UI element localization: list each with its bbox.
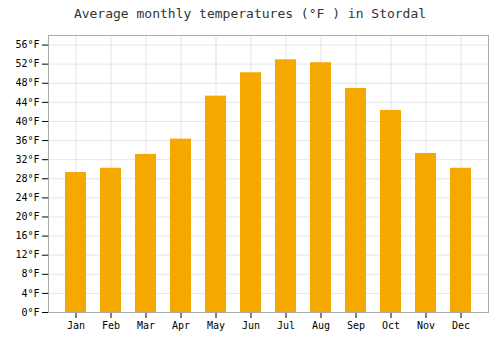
svg-text:40°F: 40°F <box>15 116 39 127</box>
svg-text:Jun: Jun <box>242 320 260 331</box>
svg-text:Aug: Aug <box>312 320 330 331</box>
svg-text:56°F: 56°F <box>15 39 39 50</box>
svg-text:8°F: 8°F <box>21 268 39 279</box>
svg-text:20°F: 20°F <box>15 211 39 222</box>
svg-text:16°F: 16°F <box>15 230 39 241</box>
svg-text:44°F: 44°F <box>15 97 39 108</box>
svg-text:36°F: 36°F <box>15 135 39 146</box>
svg-text:0°F: 0°F <box>21 307 39 318</box>
svg-text:Jul: Jul <box>277 320 295 331</box>
svg-text:Nov: Nov <box>417 320 435 331</box>
svg-text:May: May <box>207 320 225 331</box>
svg-text:Jan: Jan <box>67 320 85 331</box>
svg-text:32°F: 32°F <box>15 154 39 165</box>
svg-text:Feb: Feb <box>102 320 120 331</box>
svg-text:Sep: Sep <box>347 320 365 331</box>
svg-text:Dec: Dec <box>452 320 470 331</box>
svg-text:Apr: Apr <box>172 320 190 331</box>
svg-text:48°F: 48°F <box>15 77 39 88</box>
svg-text:28°F: 28°F <box>15 173 39 184</box>
svg-text:52°F: 52°F <box>15 58 39 69</box>
svg-text:24°F: 24°F <box>15 192 39 203</box>
svg-text:Oct: Oct <box>382 320 400 331</box>
html-text:Average monthly temperatures (: Average monthly temperatures (°F ) in St… <box>73 6 427 21</box>
svg-text:12°F: 12°F <box>15 249 39 260</box>
svg-text:Mar: Mar <box>137 320 155 331</box>
svg-text:4°F: 4°F <box>21 288 39 299</box>
